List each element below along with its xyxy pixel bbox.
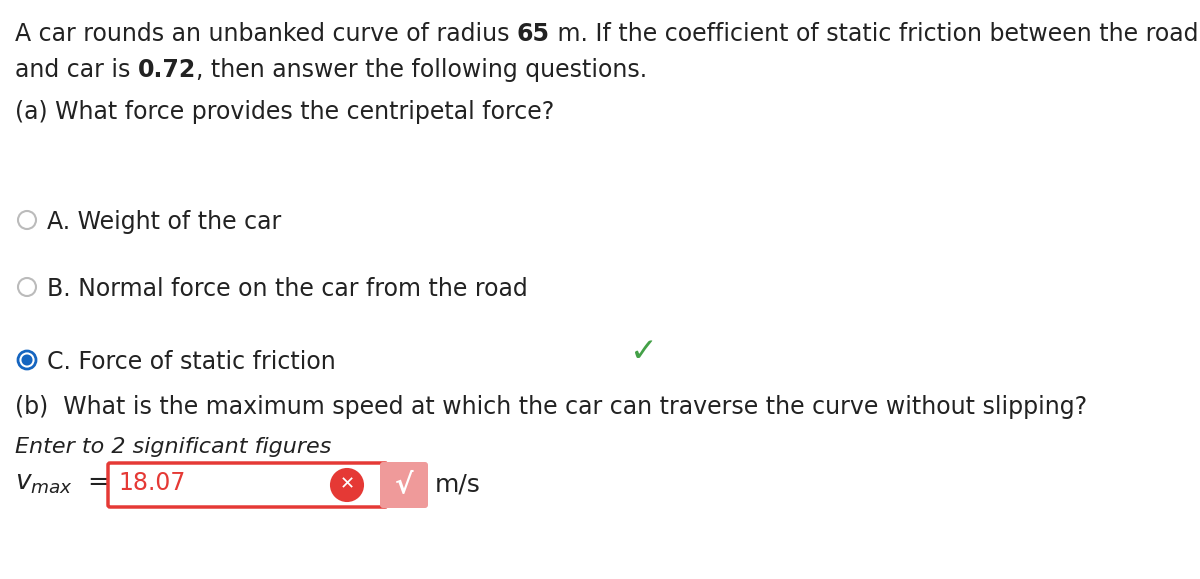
- Text: m. If the coefficient of static friction between the road: m. If the coefficient of static friction…: [550, 22, 1199, 46]
- Text: Enter to 2 significant figures: Enter to 2 significant figures: [14, 437, 331, 457]
- Text: 0.72: 0.72: [138, 58, 196, 82]
- Text: (b)  What is the maximum speed at which the car can traverse the curve without s: (b) What is the maximum speed at which t…: [14, 395, 1087, 419]
- Text: (a) What force provides the centripetal force?: (a) What force provides the centripetal …: [14, 100, 554, 124]
- Text: $v_{max}$: $v_{max}$: [14, 470, 73, 496]
- Circle shape: [23, 356, 31, 365]
- FancyBboxPatch shape: [380, 462, 428, 508]
- Text: ✓: ✓: [630, 335, 658, 368]
- Text: and car is: and car is: [14, 58, 138, 82]
- Text: 65: 65: [517, 22, 550, 46]
- Text: B. Normal force on the car from the road: B. Normal force on the car from the road: [47, 277, 528, 301]
- Text: m/s: m/s: [436, 473, 481, 497]
- FancyBboxPatch shape: [108, 463, 386, 507]
- Circle shape: [331, 469, 364, 501]
- Text: , then answer the following questions.: , then answer the following questions.: [196, 58, 647, 82]
- Text: A. Weight of the car: A. Weight of the car: [47, 210, 281, 234]
- Text: ✕: ✕: [340, 475, 354, 493]
- Text: A car rounds an unbanked curve of radius: A car rounds an unbanked curve of radius: [14, 22, 517, 46]
- Text: 18.07: 18.07: [118, 471, 185, 495]
- Text: =: =: [88, 470, 109, 496]
- Text: C. Force of static friction: C. Force of static friction: [47, 350, 336, 374]
- Text: √: √: [395, 471, 413, 499]
